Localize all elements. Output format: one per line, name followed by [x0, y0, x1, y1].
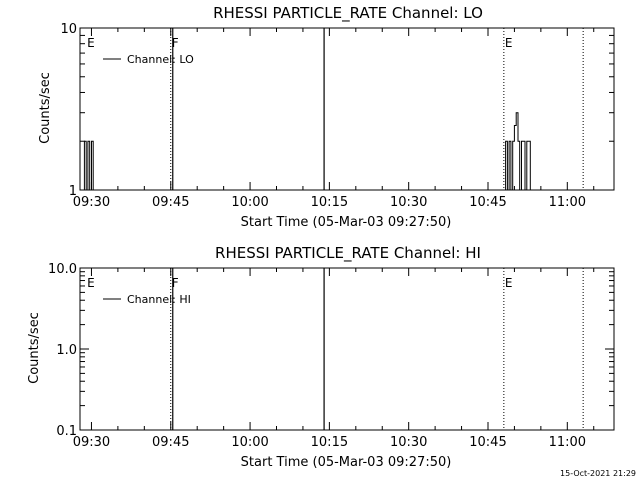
x-tick-label: 10:30 [390, 435, 427, 450]
x-tick-label: 11:00 [549, 435, 586, 450]
ylabel-lo: Counts/sec [38, 72, 53, 144]
event-marker-label: E [87, 276, 95, 290]
y-tick-label: 0.1 [56, 424, 77, 439]
x-tick-label: 09:30 [73, 195, 110, 210]
x-tick-label: 09:45 [152, 435, 189, 450]
panel-hi: RHESSI PARTICLE_RATE Channel: HI Counts/… [27, 244, 615, 470]
title-hi: RHESSI PARTICLE_RATE Channel: HI [215, 244, 481, 263]
x-tick-label: 10:15 [311, 435, 348, 450]
footer-timestamp: 15-Oct-2021 21:29 [560, 469, 636, 478]
x-tick-label: 09:30 [73, 435, 110, 450]
y-tick-label: 1 [69, 184, 77, 199]
event-marker-label: F [172, 276, 179, 290]
x-tick-label: 11:00 [549, 195, 586, 210]
y-tick-label: 1.0 [56, 343, 77, 358]
x-tick-label: 10:30 [390, 195, 427, 210]
event-marker-label: F [172, 36, 179, 50]
panel-lo: RHESSI PARTICLE_RATE Channel: LO Counts/… [38, 4, 615, 230]
x-tick-label: 10:00 [231, 195, 268, 210]
xlabel-lo: Start Time (05-Mar-03 09:27:50) [241, 215, 452, 230]
event-marker-label: E [505, 276, 513, 290]
x-tick-label: 09:45 [152, 195, 189, 210]
ylabel-hi: Counts/sec [27, 312, 42, 384]
y-tick-label: 10.0 [48, 262, 77, 277]
x-tick-label: 10:00 [231, 435, 268, 450]
xlabel-hi: Start Time (05-Mar-03 09:27:50) [241, 455, 452, 470]
y-tick-label: 10 [60, 22, 77, 37]
event-marker-label: E [505, 36, 513, 50]
x-tick-label: 10:45 [469, 435, 506, 450]
x-tick-label: 10:45 [469, 195, 506, 210]
event-marker-label: E [87, 36, 95, 50]
legend-label-hi: Channel: HI [127, 293, 191, 306]
title-lo: RHESSI PARTICLE_RATE Channel: LO [213, 4, 483, 23]
legend-label-lo: Channel: LO [127, 53, 194, 66]
series-line [83, 112, 531, 191]
x-tick-label: 10:15 [311, 195, 348, 210]
